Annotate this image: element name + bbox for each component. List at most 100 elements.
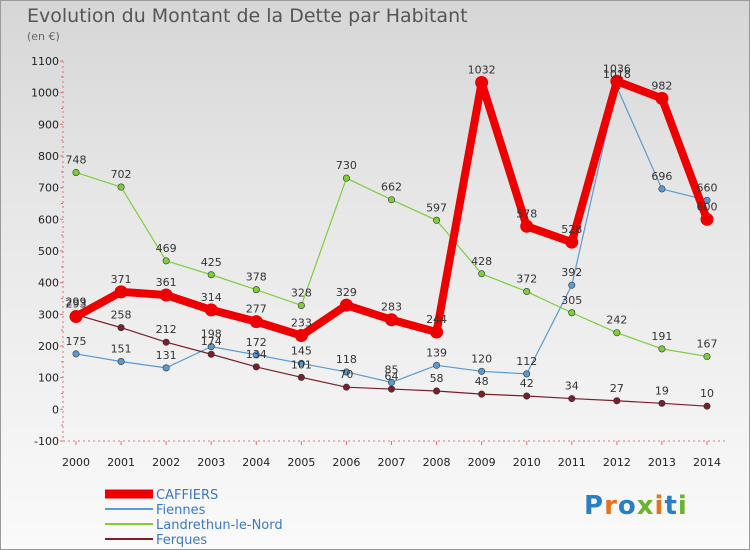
data-label-fiennes: 151 (111, 343, 132, 356)
data-label-fiennes: 696 (651, 170, 672, 183)
data-point-landrethun-le-nord (658, 345, 666, 353)
x-tick-label: 2006 (332, 456, 360, 469)
data-label-landrethun-le-nord: 469 (156, 242, 177, 255)
data-point-fiennes (523, 370, 531, 378)
data-label-ferques: 10 (700, 387, 714, 400)
data-point-caffiers (520, 219, 534, 233)
data-point-ferques (703, 402, 711, 410)
data-label-caffiers: 329 (336, 286, 357, 299)
data-point-landrethun-le-nord (342, 174, 350, 182)
data-label-landrethun-le-nord: 242 (606, 314, 627, 327)
data-point-landrethun-le-nord (207, 271, 215, 279)
legend-label-fiennes: Fiennes (156, 503, 206, 518)
y-tick-label: 800 (38, 150, 59, 163)
y-tick-label: 900 (38, 118, 59, 131)
data-label-landrethun-le-nord: 748 (66, 153, 87, 166)
data-point-caffiers (204, 303, 218, 317)
data-point-caffiers (294, 329, 308, 343)
data-label-caffiers: 314 (201, 291, 222, 304)
data-label-caffiers: 293 (66, 298, 87, 311)
y-tick-label: 500 (38, 245, 59, 258)
x-tick-label: 2007 (378, 456, 406, 469)
data-label-landrethun-le-nord: 428 (471, 255, 492, 268)
x-tick-label: 2013 (648, 456, 676, 469)
data-label-fiennes: 660 (697, 181, 718, 194)
data-point-fiennes (252, 351, 260, 359)
y-tick-label: 600 (38, 213, 59, 226)
data-point-ferques (658, 399, 666, 407)
x-tick-label: 2010 (513, 456, 541, 469)
data-point-fiennes (162, 364, 170, 372)
data-label-ferques: 134 (246, 348, 267, 361)
data-label-caffiers: 578 (516, 207, 537, 220)
data-label-fiennes: 85 (385, 363, 399, 376)
legend-label-ferques: Ferques (156, 533, 207, 548)
x-tick-label: 2008 (423, 456, 451, 469)
data-label-landrethun-le-nord: 191 (651, 330, 672, 343)
data-point-ferques (342, 383, 350, 391)
data-label-caffiers: 1036 (603, 62, 631, 75)
data-label-ferques: 101 (291, 358, 312, 371)
data-point-ferques (478, 390, 486, 398)
data-label-caffiers: 982 (651, 79, 672, 92)
data-label-landrethun-le-nord: 425 (201, 256, 222, 269)
data-label-caffiers: 277 (246, 303, 267, 316)
data-point-landrethun-le-nord (703, 352, 711, 360)
data-label-fiennes: 112 (516, 355, 537, 368)
data-label-ferques: 64 (385, 370, 399, 383)
y-tick-label: 700 (38, 182, 59, 195)
chart-subtitle: (en €) (27, 30, 60, 43)
data-point-ferques (207, 350, 215, 358)
data-point-landrethun-le-nord (433, 216, 441, 224)
data-label-caffiers: 1032 (468, 64, 496, 77)
data-point-ferques (613, 397, 621, 405)
data-point-landrethun-le-nord (297, 301, 305, 309)
data-label-caffiers: 233 (291, 317, 312, 330)
data-point-caffiers (159, 288, 173, 302)
data-point-fiennes (72, 350, 80, 358)
data-point-ferques (117, 324, 125, 332)
data-label-caffiers: 283 (381, 301, 402, 314)
data-point-fiennes (478, 367, 486, 375)
data-point-ferques (252, 363, 260, 371)
data-label-caffiers: 600 (697, 200, 718, 213)
y-tick-label: 0 (52, 403, 59, 416)
x-tick-label: 2009 (468, 456, 496, 469)
data-point-fiennes (297, 359, 305, 367)
proxiti-logo: Proxiti (584, 491, 688, 521)
data-point-caffiers (339, 298, 353, 312)
data-point-landrethun-le-nord (613, 329, 621, 337)
data-point-landrethun-le-nord (252, 286, 260, 294)
data-point-caffiers (114, 285, 128, 299)
data-point-fiennes (207, 343, 215, 351)
data-label-fiennes: 131 (156, 349, 177, 362)
data-label-caffiers: 361 (156, 276, 177, 289)
data-point-fiennes (342, 368, 350, 376)
data-point-ferques (433, 387, 441, 395)
data-label-ferques: 19 (655, 384, 669, 397)
data-label-fiennes: 198 (201, 328, 222, 341)
data-label-fiennes: 145 (291, 344, 312, 357)
data-label-ferques: 48 (475, 375, 489, 388)
x-tick-label: 2000 (62, 456, 90, 469)
data-label-fiennes: 175 (66, 335, 87, 348)
y-tick-label: 300 (38, 308, 59, 321)
data-point-landrethun-le-nord (72, 168, 80, 176)
data-point-fiennes (658, 185, 666, 193)
x-tick-label: 2003 (197, 456, 225, 469)
x-tick-label: 2014 (693, 456, 721, 469)
data-point-caffiers (700, 212, 714, 226)
data-label-caffiers: 244 (426, 313, 447, 326)
data-label-ferques: 299 (66, 296, 87, 309)
data-point-caffiers (249, 315, 263, 329)
y-tick-label: -100 (34, 435, 59, 448)
x-tick-label: 2011 (558, 456, 586, 469)
data-point-landrethun-le-nord (117, 183, 125, 191)
data-point-fiennes (117, 358, 125, 366)
data-point-landrethun-le-nord (478, 270, 486, 278)
data-point-caffiers (385, 313, 398, 327)
data-point-ferques (297, 373, 305, 381)
data-label-landrethun-le-nord: 378 (246, 271, 267, 284)
